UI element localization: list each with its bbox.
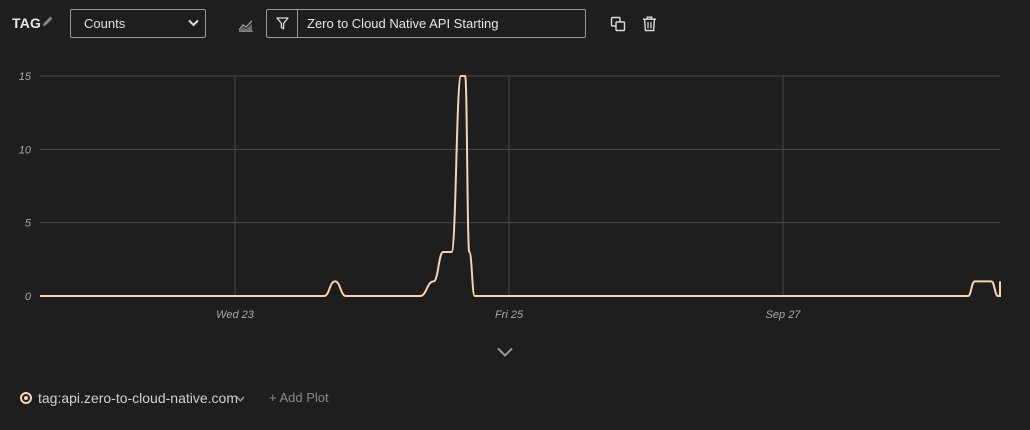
chevron-down-icon[interactable] bbox=[236, 396, 245, 402]
trash-icon[interactable] bbox=[642, 16, 657, 32]
toolbar: TAG Counts bbox=[0, 0, 1030, 46]
legend-series-label[interactable]: tag:api.zero-to-cloud-native.com bbox=[38, 390, 238, 406]
pencil-icon[interactable] bbox=[42, 15, 54, 27]
filter-box bbox=[266, 9, 586, 38]
area-chart-icon[interactable] bbox=[238, 18, 254, 32]
aggregation-select-value: Counts bbox=[84, 16, 126, 31]
filter-button[interactable] bbox=[267, 10, 298, 37]
y-axis: 0 5 10 15 bbox=[19, 71, 32, 303]
series-line bbox=[40, 75, 1002, 298]
filter-icon bbox=[276, 17, 289, 30]
series-color-dot[interactable] bbox=[20, 392, 32, 404]
x-tick-label: Sep 27 bbox=[766, 309, 802, 321]
tag-label: TAG bbox=[12, 15, 42, 31]
chart-grid bbox=[40, 75, 1000, 296]
copy-icon[interactable] bbox=[610, 16, 626, 32]
x-axis: Wed 23 Fri 25 Sep 27 bbox=[216, 309, 801, 321]
x-tick-label: Fri 25 bbox=[495, 309, 524, 321]
y-tick-label: 10 bbox=[19, 144, 32, 156]
series-layer bbox=[40, 75, 1002, 298]
y-tick-label: 15 bbox=[19, 71, 32, 83]
filter-input[interactable] bbox=[299, 10, 585, 37]
expand-chevron-icon[interactable] bbox=[496, 346, 514, 358]
time-series-chart: 0 5 10 15 Wed 23 Fri 25 Sep 27 bbox=[19, 71, 1002, 321]
aggregation-select[interactable]: Counts bbox=[70, 9, 206, 38]
add-plot-button[interactable]: + Add Plot bbox=[269, 390, 329, 405]
y-tick-label: 0 bbox=[25, 291, 32, 303]
y-tick-label: 5 bbox=[25, 218, 32, 230]
chevron-down-icon bbox=[188, 19, 199, 27]
x-tick-label: Wed 23 bbox=[216, 309, 255, 321]
